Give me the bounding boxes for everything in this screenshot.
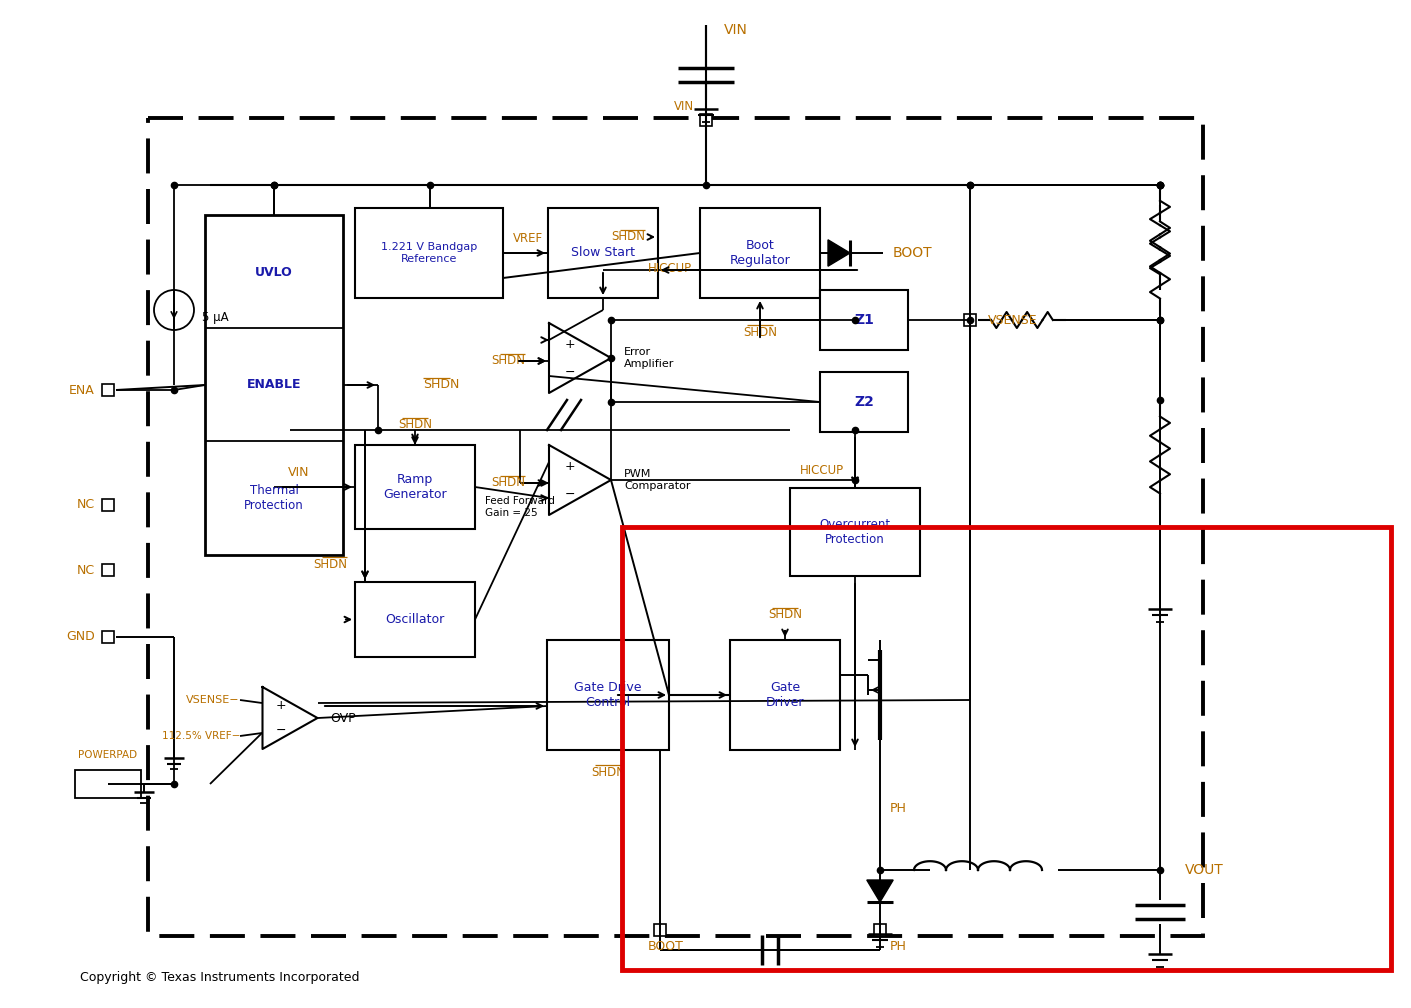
- Bar: [547, 640, 669, 750]
- Text: VIN: VIN: [674, 100, 694, 113]
- Bar: [622, 527, 1391, 970]
- Bar: [790, 488, 920, 576]
- Text: −: −: [564, 366, 574, 378]
- Text: SHDN: SHDN: [423, 378, 460, 391]
- Text: +: +: [564, 460, 574, 473]
- Text: Thermal
Protection: Thermal Protection: [244, 484, 303, 512]
- Bar: [205, 215, 343, 555]
- Polygon shape: [828, 240, 849, 266]
- Text: Feed Forward
Gain = 25: Feed Forward Gain = 25: [485, 496, 555, 518]
- Bar: [102, 499, 114, 511]
- Text: Z1: Z1: [854, 313, 873, 327]
- Text: BOOT: BOOT: [893, 246, 933, 260]
- Text: UVLO: UVLO: [255, 265, 293, 278]
- Text: 1.221 V Bandgap
Reference: 1.221 V Bandgap Reference: [381, 242, 477, 264]
- Text: SHDN: SHDN: [744, 326, 777, 339]
- Text: GND: GND: [66, 630, 95, 643]
- Text: ENA: ENA: [69, 383, 95, 396]
- Text: PWM
Comparator: PWM Comparator: [624, 469, 690, 491]
- Polygon shape: [866, 880, 893, 902]
- Text: Error
Amplifier: Error Amplifier: [624, 347, 674, 369]
- Bar: [873, 924, 886, 936]
- Polygon shape: [549, 445, 611, 515]
- Bar: [820, 290, 909, 350]
- Text: Slow Start: Slow Start: [571, 247, 635, 259]
- Bar: [356, 445, 476, 529]
- Bar: [148, 118, 1204, 936]
- Text: SHDN: SHDN: [491, 355, 525, 368]
- Polygon shape: [262, 687, 317, 749]
- Text: −: −: [275, 724, 286, 737]
- Text: Oscillator: Oscillator: [385, 613, 444, 626]
- Text: VSENSE: VSENSE: [988, 313, 1037, 327]
- Text: VIN: VIN: [724, 23, 748, 37]
- Text: VOUT: VOUT: [1185, 863, 1223, 877]
- Text: SHDN: SHDN: [398, 418, 432, 431]
- Text: SHDN: SHDN: [313, 557, 347, 571]
- Text: OVP: OVP: [330, 712, 356, 725]
- Bar: [700, 114, 713, 126]
- Text: SHDN: SHDN: [491, 477, 525, 490]
- Text: VREF: VREF: [514, 233, 543, 246]
- Text: HICCUP: HICCUP: [800, 464, 844, 477]
- Text: Boot
Regulator: Boot Regulator: [729, 239, 790, 267]
- Text: +: +: [275, 700, 286, 712]
- Text: BOOT: BOOT: [648, 939, 684, 953]
- Text: Overcurrent
Protection: Overcurrent Protection: [820, 518, 890, 546]
- Bar: [700, 208, 820, 298]
- Text: 5 μA: 5 μA: [202, 311, 229, 325]
- Text: POWERPAD: POWERPAD: [79, 750, 137, 760]
- Text: PH: PH: [890, 939, 907, 953]
- Text: VIN: VIN: [288, 467, 309, 480]
- Bar: [729, 640, 840, 750]
- Text: Gate Drive
Control: Gate Drive Control: [574, 681, 642, 709]
- Text: Z2: Z2: [854, 395, 873, 409]
- Text: SHDN: SHDN: [768, 609, 801, 622]
- Bar: [102, 384, 114, 396]
- Text: NC: NC: [76, 563, 95, 577]
- Bar: [356, 208, 502, 298]
- Bar: [75, 770, 141, 798]
- Text: 112.5% VREF−: 112.5% VREF−: [162, 731, 240, 741]
- Bar: [102, 564, 114, 576]
- Bar: [655, 924, 666, 936]
- Text: +: +: [564, 338, 574, 351]
- Text: −: −: [564, 488, 574, 501]
- Text: PH: PH: [890, 801, 907, 814]
- Text: NC: NC: [76, 499, 95, 511]
- Bar: [820, 372, 909, 432]
- Text: Gate
Driver: Gate Driver: [766, 681, 804, 709]
- Bar: [356, 582, 476, 657]
- Text: Copyright © Texas Instruments Incorporated: Copyright © Texas Instruments Incorporat…: [80, 972, 360, 985]
- Text: HICCUP: HICCUP: [648, 261, 693, 274]
- Text: ENABLE: ENABLE: [247, 378, 302, 391]
- Bar: [964, 314, 976, 326]
- Text: VSENSE−: VSENSE−: [186, 695, 240, 705]
- Polygon shape: [549, 323, 611, 393]
- Text: SHDN: SHDN: [611, 231, 645, 244]
- Text: SHDN: SHDN: [591, 765, 625, 778]
- Bar: [102, 631, 114, 643]
- Bar: [547, 208, 658, 298]
- Text: Ramp
Generator: Ramp Generator: [384, 473, 447, 501]
